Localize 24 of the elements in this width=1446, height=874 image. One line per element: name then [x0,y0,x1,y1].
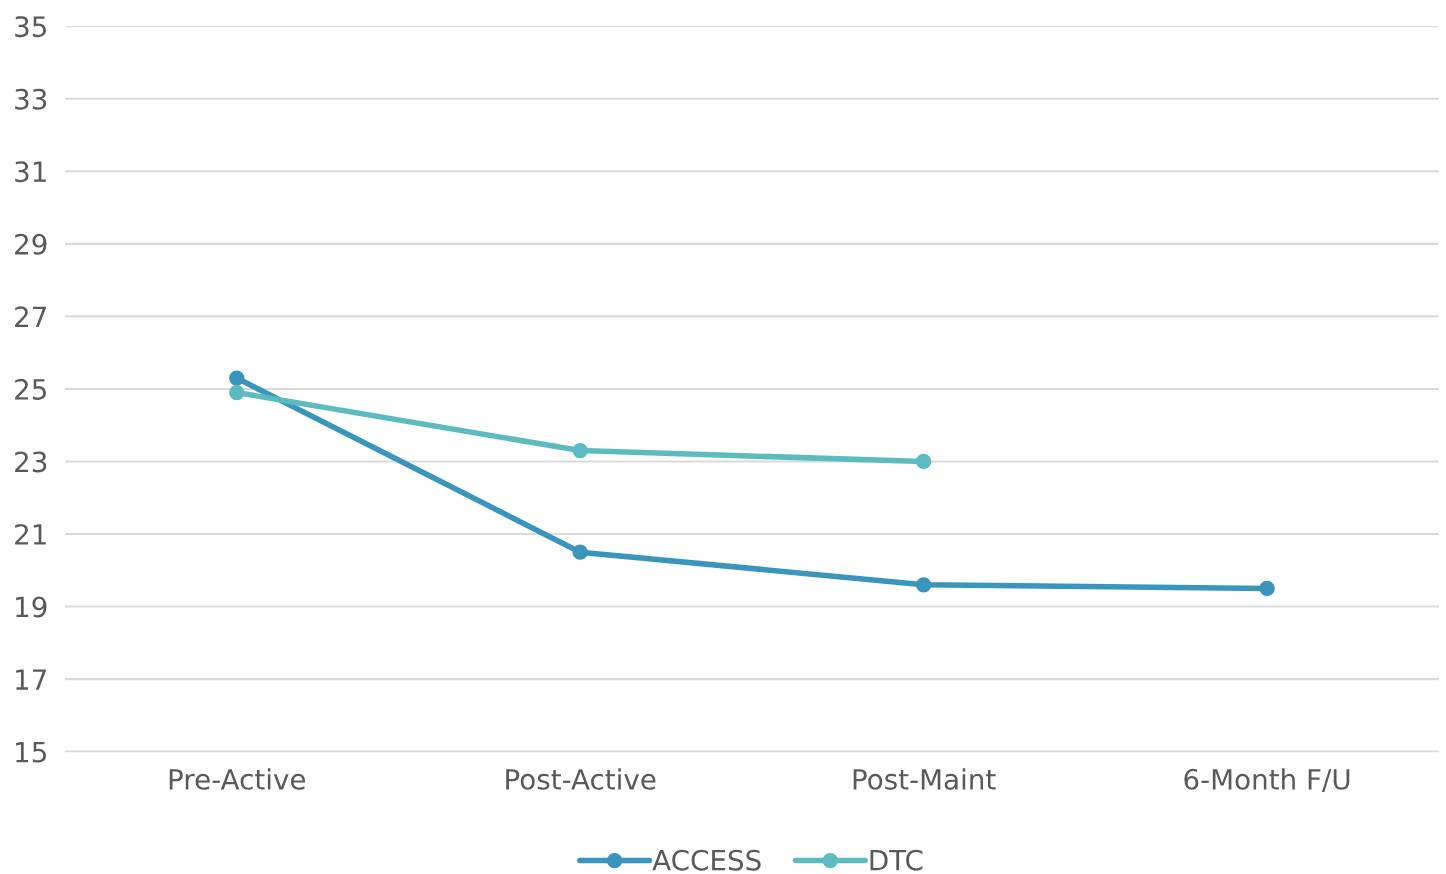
point [1259,580,1275,597]
legend-label: ACCESS [652,849,761,871]
y-tick-label: 35 [15,16,46,38]
y-tick-label: 15 [16,741,46,763]
point [229,384,245,401]
y-tick-label: 27 [15,306,47,327]
x-tick-label: Post-Maint [853,768,996,790]
point [915,577,932,593]
y-tick-label: 23 [15,451,47,473]
point [572,442,588,459]
point [229,370,245,386]
y-tick-label: 17 [16,669,47,690]
y-tick-label: 19 [16,596,47,618]
y-tick-label: 33 [15,88,47,110]
x-tick-label: 6-Month F/U [1184,768,1350,792]
x-tick-label: Post-Active [506,768,656,790]
legend-label: DTC [870,849,923,871]
x-tick-label: Pre-Active [169,768,306,790]
y-tick-label: 21 [15,523,46,545]
y-tick-label: 29 [15,233,47,255]
y-tick-label: 25 [15,378,46,400]
point [572,544,588,560]
y-tick-label: 31 [15,161,46,183]
point [915,453,932,470]
